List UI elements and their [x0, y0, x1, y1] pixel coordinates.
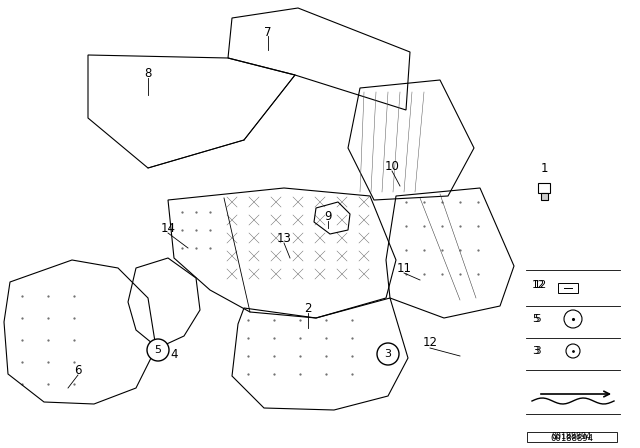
Text: 11: 11	[397, 262, 412, 275]
Text: 1: 1	[540, 161, 548, 175]
FancyBboxPatch shape	[527, 432, 617, 442]
Circle shape	[147, 339, 169, 361]
Text: 14: 14	[161, 221, 175, 234]
Text: 13: 13	[276, 232, 291, 245]
Text: 00188894: 00188894	[550, 434, 593, 443]
Text: 3: 3	[385, 349, 392, 359]
Text: 4: 4	[170, 349, 178, 362]
Circle shape	[564, 310, 582, 328]
Text: 3: 3	[534, 346, 541, 356]
Text: 6: 6	[74, 363, 82, 376]
Text: 00188894: 00188894	[552, 431, 592, 440]
Circle shape	[566, 344, 580, 358]
Text: 3: 3	[532, 346, 539, 356]
Text: 12: 12	[534, 280, 547, 290]
Text: 12: 12	[422, 336, 438, 349]
Text: 2: 2	[304, 302, 312, 314]
Text: 10: 10	[385, 159, 399, 172]
Text: 12: 12	[532, 280, 545, 290]
Text: 5: 5	[534, 314, 541, 324]
Text: 5: 5	[154, 345, 161, 355]
FancyBboxPatch shape	[541, 193, 548, 200]
Circle shape	[377, 343, 399, 365]
Text: 9: 9	[324, 210, 332, 223]
Text: 7: 7	[264, 26, 272, 39]
Text: 8: 8	[144, 66, 152, 79]
Text: 5: 5	[532, 314, 539, 324]
